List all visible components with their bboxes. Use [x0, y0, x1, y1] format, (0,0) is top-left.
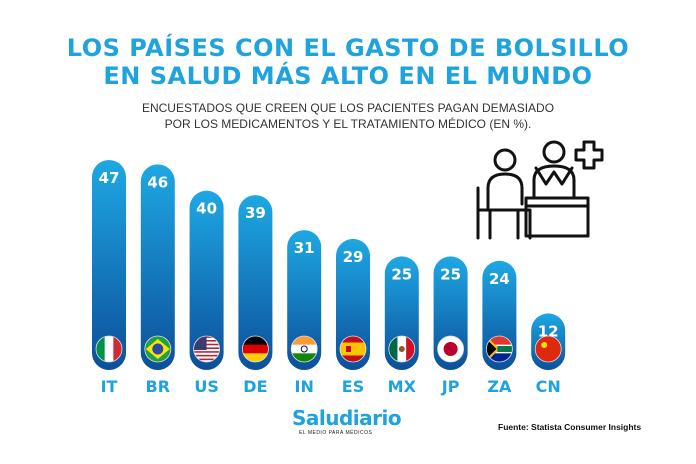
doctor-patient-desk-icon: [476, 140, 604, 240]
category-tick-label: MX: [388, 377, 417, 396]
bar-value-label: 31: [294, 239, 315, 257]
bar-value-label: 46: [147, 173, 168, 191]
germany-flag-icon: [241, 335, 269, 363]
bar-value-label: 25: [440, 265, 461, 283]
category-tick-label: CN: [536, 377, 561, 396]
chart-subtitle-line-2: POR LOS MEDICAMENTOS Y EL TRATAMIENTO MÉ…: [164, 117, 532, 131]
usa-flag-icon: [193, 335, 221, 363]
chart-title-line-1: LOS PAÍSES CON EL GASTO DE BOLSILLO: [66, 34, 630, 62]
chart-subtitle-line-1: ENCUESTADOS QUE CREEN QUE LOS PACIENTES …: [141, 101, 555, 115]
bar-value-label: 24: [489, 270, 510, 288]
bar-es: [336, 238, 370, 370]
china-flag-icon: [534, 335, 562, 363]
bar-value-label: 29: [343, 248, 364, 266]
bar-value-label: 40: [196, 200, 217, 218]
italy-flag-icon: [95, 335, 123, 363]
japan-flag-icon: [437, 335, 465, 363]
bar-it: [92, 160, 126, 370]
category-tick-label: IT: [101, 377, 118, 396]
source-note: Fuente: Statista Consumer Insights: [498, 422, 642, 432]
bar-value-label: 25: [391, 265, 412, 283]
category-tick-label: ZA: [487, 377, 512, 396]
bar-us: [189, 190, 224, 370]
south-africa-flag-icon: [485, 335, 513, 363]
spain-flag-icon: [339, 335, 367, 363]
category-tick-label: BR: [146, 377, 171, 396]
bar-in: [287, 230, 322, 370]
category-tick-label: JP: [441, 377, 460, 396]
chart-title-line-2: EN SALUD MÁS ALTO EN EL MUNDO: [103, 62, 593, 90]
brazil-flag-icon: [144, 335, 172, 363]
category-tick-label: DE: [243, 377, 267, 396]
category-tick-label: IN: [295, 377, 314, 396]
bar-value-label: 47: [99, 169, 120, 187]
bar-br: [140, 164, 175, 370]
brand-logo: Saludiario: [292, 406, 402, 430]
bar-de: [238, 195, 273, 370]
category-tick-label: US: [194, 377, 219, 396]
india-flag-icon: [290, 335, 318, 363]
category-tick-label: ES: [342, 377, 364, 396]
brand-tagline: EL MEDIO PARA MÉDICOS: [299, 430, 373, 436]
bar-value-label: 39: [245, 204, 266, 222]
bar-value-label: 12: [538, 322, 559, 340]
mexico-flag-icon: [388, 335, 416, 363]
